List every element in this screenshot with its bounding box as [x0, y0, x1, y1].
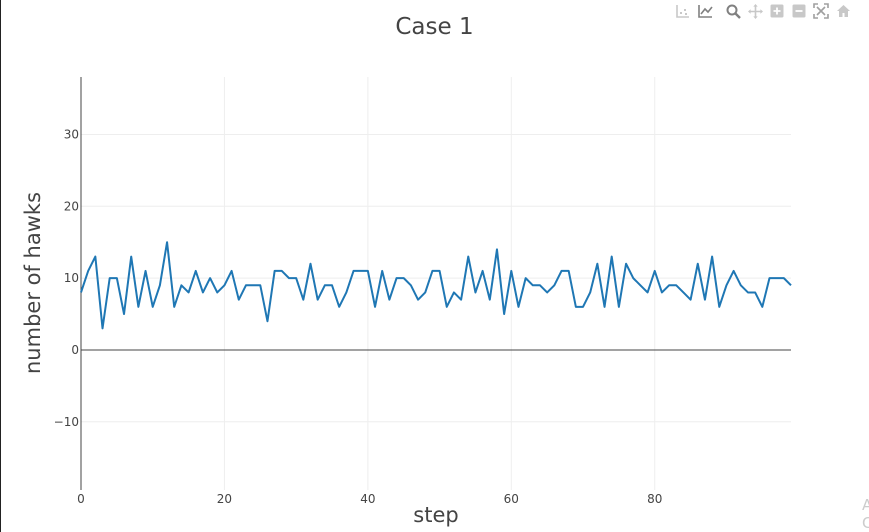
- y-tick-label-4: 30: [64, 127, 79, 141]
- x-tick-label-4: 80: [647, 492, 662, 506]
- y-tick-label-2: 10: [64, 271, 79, 285]
- x-tick-label-1: 20: [217, 492, 232, 506]
- zoom-in-icon[interactable]: [766, 1, 788, 21]
- y-axis-title: number of hawks: [21, 192, 45, 374]
- window-left-border: [0, 0, 1, 532]
- x-axis-title: step: [413, 503, 458, 527]
- corner-clipped-label: A C: [862, 496, 869, 532]
- series-layer: [80, 241, 792, 330]
- x-tick-label-2: 40: [360, 492, 375, 506]
- zoom-icon[interactable]: [722, 1, 744, 21]
- autoscale-icon[interactable]: [810, 1, 832, 21]
- zoom-out-icon[interactable]: [788, 1, 810, 21]
- compare-hover-icon[interactable]: [672, 1, 694, 21]
- plot-modebar: [672, 1, 854, 21]
- y-tick-label-0: −10: [54, 415, 79, 429]
- series-line-0[interactable]: [80, 241, 792, 330]
- x-tick-label-0: 0: [77, 492, 85, 506]
- tick-labels: 0 20 40 60 80 −10 0 10 20 30: [54, 127, 663, 506]
- spike-lines-icon[interactable]: [694, 1, 716, 21]
- reset-axes-icon[interactable]: [832, 1, 854, 21]
- pan-icon[interactable]: [744, 1, 766, 21]
- corner-clipped-text: A C: [862, 496, 869, 532]
- y-tick-label-1: 0: [71, 343, 79, 357]
- x-tick-label-3: 60: [504, 492, 519, 506]
- y-tick-label-3: 20: [64, 199, 79, 213]
- chart-title: Case 1: [395, 14, 474, 40]
- axes: [80, 77, 791, 490]
- grid-lines: [81, 77, 791, 490]
